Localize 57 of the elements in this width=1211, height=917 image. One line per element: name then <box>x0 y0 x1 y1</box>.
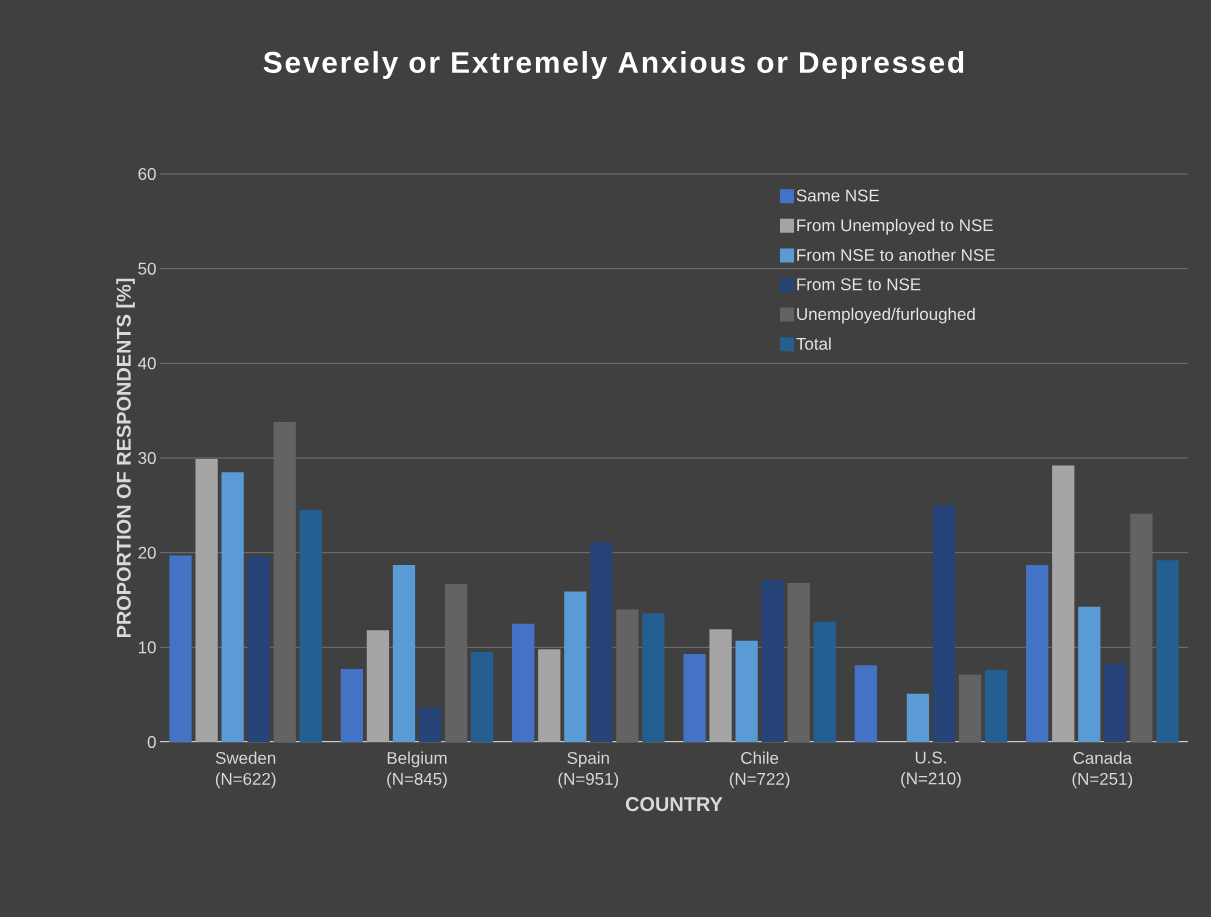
bar <box>761 580 784 742</box>
bar <box>418 707 442 742</box>
x-axis-title: COUNTRY <box>625 797 723 812</box>
x-tick-label: Chile (N=722) <box>729 751 790 789</box>
legend-label: Unemployed/furloughed <box>797 307 975 324</box>
y-tick-label: 20 <box>138 546 156 559</box>
bar <box>735 640 758 742</box>
y-tick-label: 40 <box>138 357 156 370</box>
bar <box>169 555 192 742</box>
bar <box>444 583 468 742</box>
bar <box>470 652 494 742</box>
bar <box>392 564 416 742</box>
y-tick-label: 50 <box>138 262 156 275</box>
x-tick-label: U.S. (N=210) <box>901 751 961 788</box>
x-tick-label: Canada (N=251) <box>1072 751 1133 789</box>
legend-label: Same NSE <box>796 189 879 202</box>
y-tick-label: 10 <box>138 641 156 654</box>
chart-title: Severely or Extremely Anxious or Depressed <box>263 51 964 79</box>
bar <box>683 653 706 742</box>
bar <box>299 510 322 742</box>
bar <box>195 458 218 742</box>
bar <box>247 556 270 742</box>
y-tick-label: 0 <box>147 736 156 748</box>
bar <box>340 669 364 742</box>
y-tick-label: 60 <box>138 168 156 180</box>
bar <box>958 674 982 742</box>
bar <box>1156 560 1179 742</box>
legend-label: From NSE to another NSE <box>797 248 995 262</box>
legend-label: From SE to NSE <box>797 278 921 291</box>
bar <box>813 621 836 742</box>
x-tick-label: Belgium (N=845) <box>387 751 447 789</box>
legend-label: Total <box>796 337 831 350</box>
bar <box>984 670 1008 742</box>
x-tick-label: Sweden (N=622) <box>215 751 276 789</box>
bar <box>854 665 877 742</box>
bar <box>1078 606 1101 742</box>
bar <box>538 649 561 742</box>
bar <box>709 629 732 742</box>
bar <box>642 613 665 742</box>
bar <box>1026 564 1049 742</box>
bar <box>787 582 810 742</box>
bar <box>221 472 244 742</box>
y-axis-title: PROPORTION OF RESPONDENTS [%] <box>116 278 135 638</box>
bar <box>1130 513 1153 742</box>
bar <box>1052 465 1075 742</box>
bar <box>616 609 639 742</box>
bar <box>932 505 956 742</box>
legend-label: From Unemployed to NSE <box>797 218 993 235</box>
x-tick-label: Spain (N=951) <box>558 751 619 789</box>
bar <box>1104 663 1127 742</box>
y-tick-label: 30 <box>138 452 156 464</box>
bar <box>564 591 587 742</box>
bar <box>590 542 613 742</box>
bar <box>273 422 296 742</box>
bar <box>366 630 390 742</box>
bar <box>906 693 930 742</box>
bar <box>512 623 535 742</box>
